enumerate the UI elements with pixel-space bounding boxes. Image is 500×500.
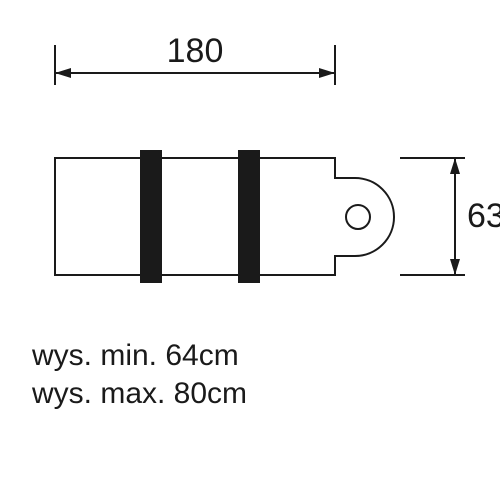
note-min: wys. min. 64cm	[31, 339, 239, 372]
band-left	[140, 150, 162, 283]
dim-top-arrow-left	[55, 68, 71, 78]
dim-right-arrow-top	[450, 158, 460, 174]
dim-right-label: 63	[467, 197, 500, 235]
object-tab-hole	[346, 205, 370, 229]
band-right	[238, 150, 260, 283]
object-body	[55, 158, 335, 275]
dimension-diagram: 180 63 wys. min. 64cm wys. max. 80cm	[0, 0, 500, 500]
dim-top-label: 180	[167, 32, 224, 70]
dim-right-arrow-bot	[450, 259, 460, 275]
note-max: wys. max. 80cm	[31, 377, 247, 410]
dim-top-arrow-right	[319, 68, 335, 78]
